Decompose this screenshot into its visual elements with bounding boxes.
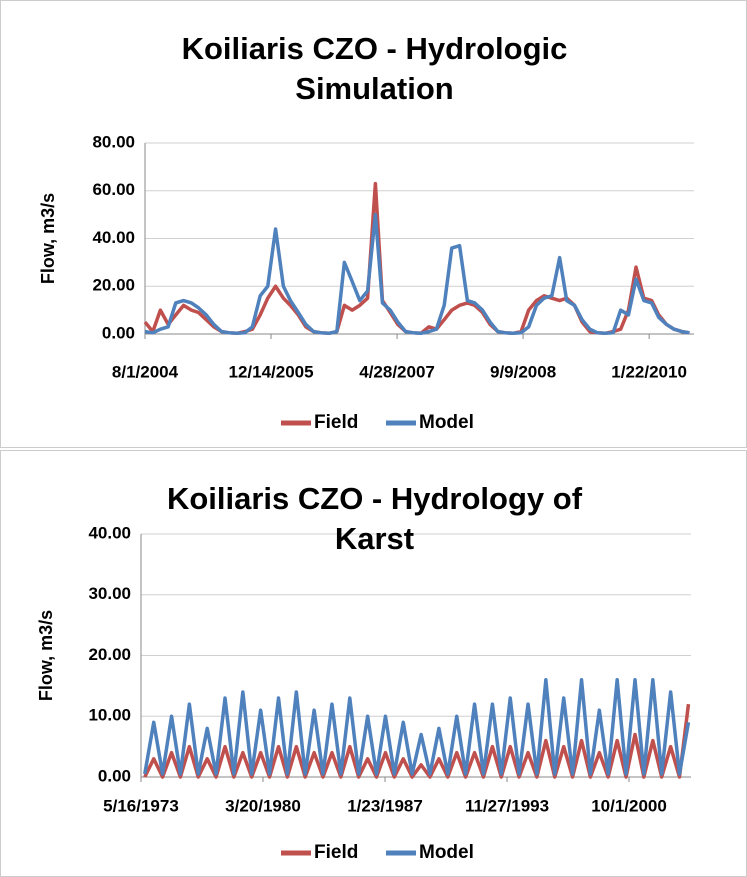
y-tick-label: 40.00	[92, 228, 135, 247]
y-tick-label: 60.00	[92, 180, 135, 199]
series-line	[143, 678, 691, 776]
legend-label: Model	[419, 412, 474, 433]
y-tick-label: 0.00	[98, 766, 131, 785]
y-tick-label: 80.00	[92, 132, 135, 151]
y-axis-label: Flow, m3/s	[38, 193, 58, 284]
x-tick-label: 9/9/2008	[490, 362, 556, 381]
x-tick-label: 1/23/1987	[347, 796, 423, 815]
chart: 0.00 10.00 20.00 30.00 40.00 5/16/1973 3/20/19…	[36, 523, 691, 863]
x-tick-label: 3/20/1980	[225, 796, 301, 815]
y-tick-label: 10.00	[88, 706, 131, 725]
x-tick-label: 4/28/2007	[359, 362, 435, 381]
x-tick-label: 10/1/2000	[591, 796, 667, 815]
chart-title: Koiliaris CZO - Hydrologic Simulation	[181, 31, 568, 106]
y-tick-label: 0.00	[102, 323, 135, 342]
legend-label: Field	[314, 842, 358, 863]
y-axis-label: Flow, m3/s	[36, 610, 56, 701]
y-tick-label: 20.00	[88, 645, 131, 664]
chart: 0.00 20.00 40.00 60.00 80.00 8/1/2004 12/14/20…	[38, 132, 694, 433]
x-tick-label: 8/1/2004	[112, 362, 179, 381]
legend-label: Model	[419, 842, 474, 863]
chart-title: Koiliaris CZO - Hydrology of Karst	[166, 481, 583, 556]
series-line	[143, 181, 690, 336]
x-tick-label: 12/14/2005	[228, 362, 313, 381]
chart-panel: 0.00 20.00 40.00 60.00 80.00 8/1/2004 12/14/20…	[0, 0, 747, 448]
y-tick-label: 20.00	[92, 276, 135, 295]
series-line	[144, 212, 690, 336]
x-tick-label: 11/27/1993	[465, 796, 549, 815]
x-tick-label: 5/16/1973	[103, 796, 179, 815]
x-tick-label: 1/22/2010	[611, 362, 687, 381]
y-tick-label: 40.00	[88, 523, 131, 542]
chart-panel: 0.00 10.00 20.00 30.00 40.00 5/16/1973 3/20/19…	[0, 450, 747, 877]
legend-label: Field	[314, 412, 358, 433]
y-tick-label: 30.00	[88, 584, 131, 603]
